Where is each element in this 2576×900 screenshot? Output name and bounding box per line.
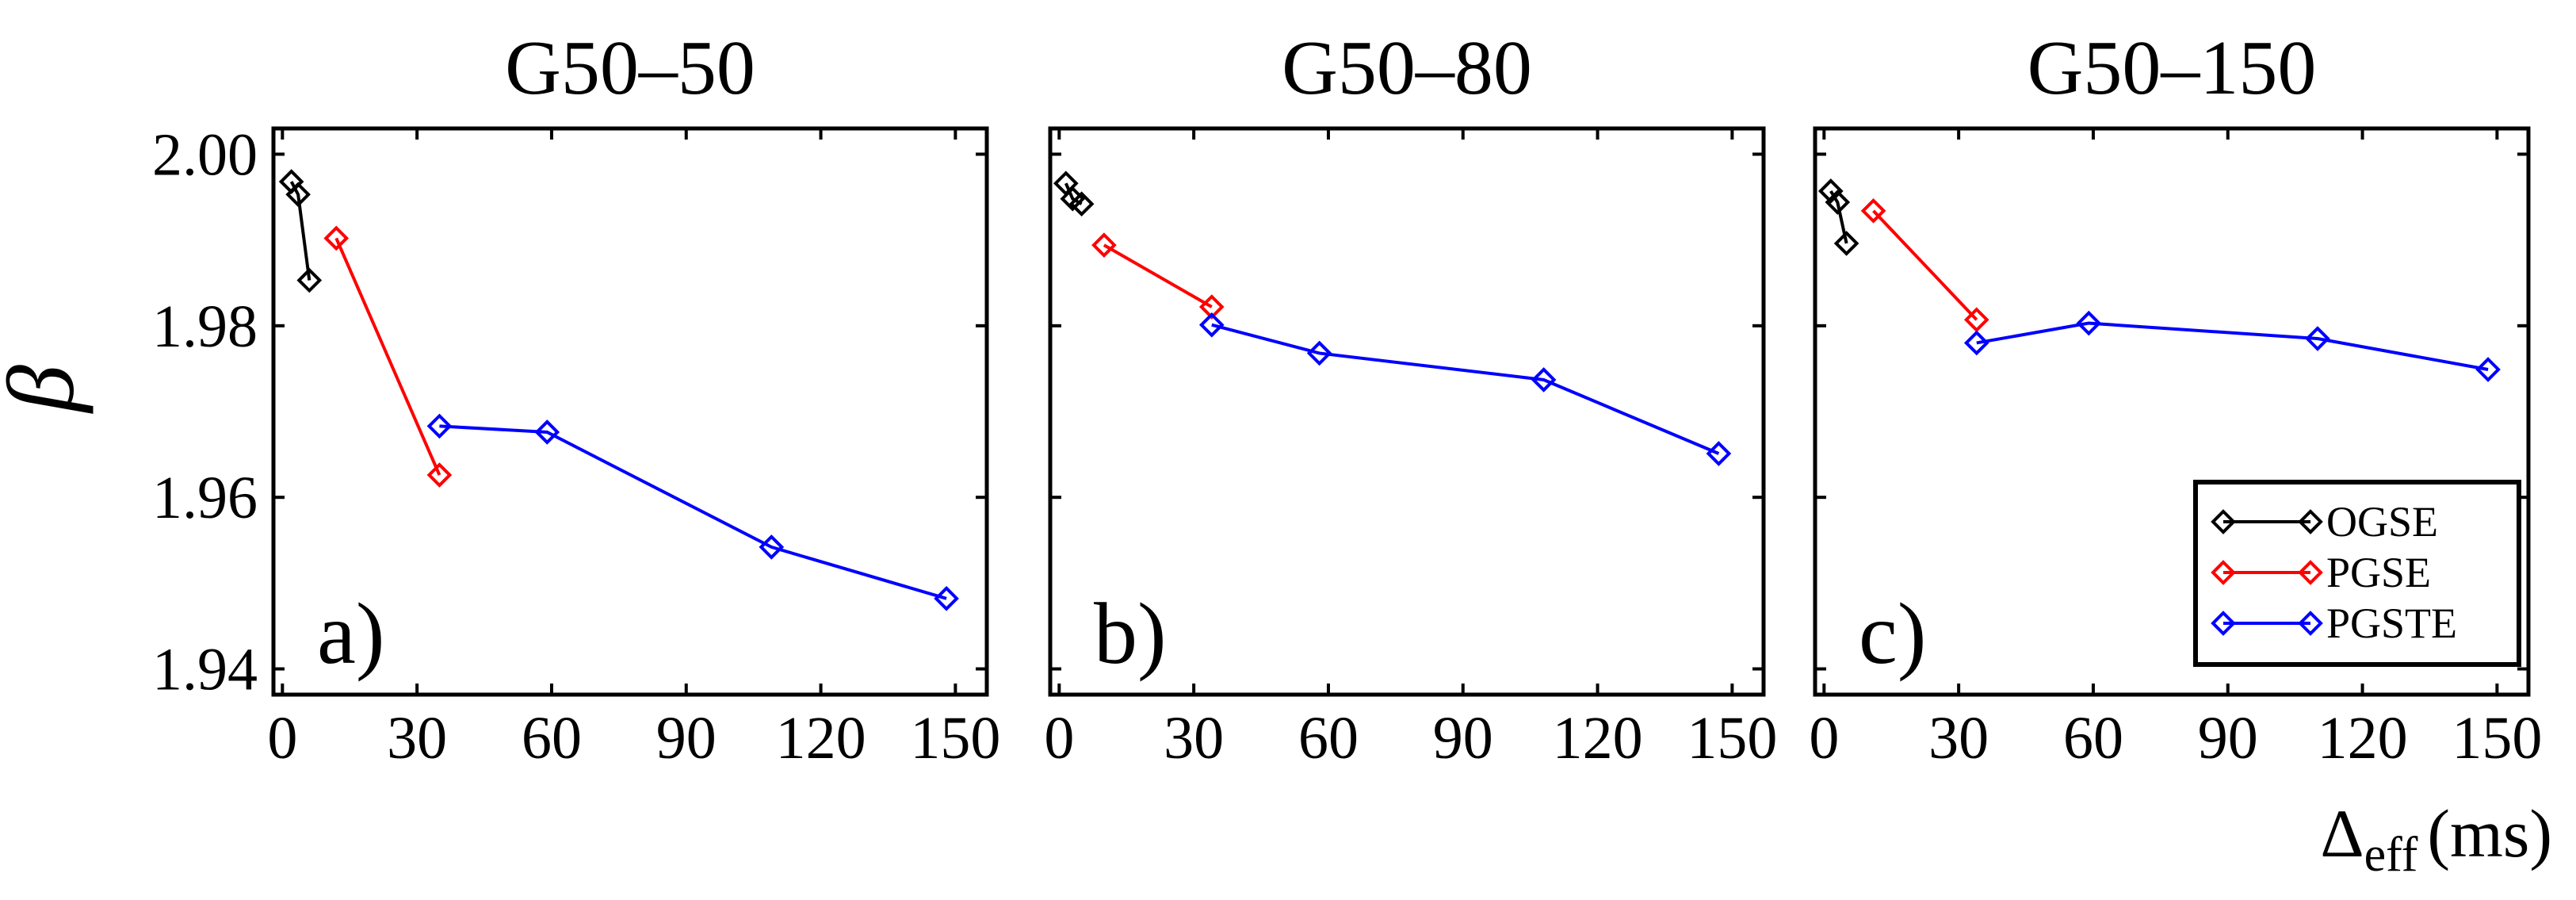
panel-title: G50–50 bbox=[505, 25, 755, 111]
data-point-ogse bbox=[1825, 190, 1851, 215]
x-tick-label: 0 bbox=[267, 705, 297, 772]
series-pgste bbox=[426, 413, 959, 611]
x-tick-label: 150 bbox=[910, 705, 1000, 772]
panels-group: G50–500 30 60 90 120 1501.941.961.982.00a)G50… bbox=[152, 25, 2542, 772]
x-tick-label: 30 bbox=[1928, 705, 1989, 772]
data-point-pgste bbox=[534, 419, 560, 445]
x-axis-label-subscript: eff bbox=[2364, 828, 2418, 882]
x-tick-label: 60 bbox=[1298, 705, 1359, 772]
x-tick-label: 90 bbox=[656, 705, 717, 772]
x-tick-label: 30 bbox=[387, 705, 447, 772]
x-tick-label: 0 bbox=[1809, 705, 1839, 772]
data-point-ogse bbox=[1817, 178, 1844, 204]
x-tick-label: 120 bbox=[1553, 705, 1643, 772]
x-axis-label-unit: (ms) bbox=[2427, 795, 2552, 871]
x-tick-label: 60 bbox=[2063, 705, 2123, 772]
data-point-pgse bbox=[1091, 232, 1117, 258]
y-axis-label: β bbox=[0, 365, 94, 414]
x-axis-label-symbol: Δ bbox=[2320, 795, 2364, 871]
data-point-pgste bbox=[2305, 326, 2330, 351]
y-tick-label: 1.98 bbox=[152, 293, 258, 360]
series-line-pgse bbox=[1103, 243, 1213, 308]
data-point-pgse bbox=[1963, 307, 1989, 333]
legend-marker bbox=[2298, 509, 2323, 534]
plot-frame bbox=[1048, 126, 1766, 697]
x-axis-label: Δeff (ms) bbox=[2320, 795, 2552, 882]
data-point-pgse bbox=[323, 225, 350, 251]
x-tick-label: 120 bbox=[776, 705, 866, 772]
series-ogse bbox=[278, 169, 323, 293]
chart-panel-2: G50–80 0 30 60 90 120 150 b) bbox=[1044, 25, 1777, 772]
data-point-ogse bbox=[1833, 231, 1859, 256]
data-point-ogse bbox=[285, 182, 311, 208]
legend-marker bbox=[2211, 611, 2236, 636]
data-point-pgste bbox=[1306, 340, 1332, 366]
data-point-pgste bbox=[2475, 357, 2501, 382]
x-tick-label: 30 bbox=[1164, 705, 1224, 772]
x-tick-label: 120 bbox=[2318, 705, 2408, 772]
y-tick-label: 1.96 bbox=[152, 465, 258, 531]
x-tick-label: 60 bbox=[522, 705, 582, 772]
panel-title: G50–150 bbox=[2028, 25, 2317, 111]
data-point-pgste bbox=[1706, 441, 1732, 466]
data-point-pgste bbox=[1963, 330, 1989, 356]
plot-frame bbox=[1813, 126, 2531, 697]
x-tick-label: 150 bbox=[1687, 705, 1777, 772]
panel-letter-label: c) bbox=[1859, 585, 1926, 682]
data-point-ogse bbox=[1068, 191, 1095, 217]
data-point-pgste bbox=[1531, 367, 1557, 393]
x-tick-label: 0 bbox=[1044, 705, 1074, 772]
data-point-pgste bbox=[934, 586, 959, 611]
chart-panel-1: G50–50 0 30 60 90 120 150 1.94 1.96 1.98 2.00 a) bbox=[152, 25, 1000, 772]
x-tick-label: 90 bbox=[2198, 705, 2258, 772]
legend-marker bbox=[2211, 560, 2236, 585]
series-line-pgste bbox=[1211, 323, 1720, 455]
y-tick-label: 2.00 bbox=[152, 121, 258, 188]
panel-title: G50–80 bbox=[1282, 25, 1532, 111]
series-pgste bbox=[1198, 312, 1732, 466]
plot-frame bbox=[271, 126, 989, 697]
data-point-pgse bbox=[1198, 294, 1225, 320]
data-point-pgste bbox=[1198, 312, 1225, 338]
legend-marker bbox=[2298, 611, 2323, 636]
series-line-pgste bbox=[439, 424, 947, 600]
series-line-pgse bbox=[1872, 209, 1978, 321]
series-pgste bbox=[1963, 310, 2501, 382]
series-ogse bbox=[1053, 170, 1095, 217]
data-point-pgse bbox=[426, 462, 453, 488]
panel-letter-label: b) bbox=[1094, 585, 1167, 682]
series-line-pgste bbox=[1976, 321, 2489, 371]
series-line-pgse bbox=[334, 237, 441, 476]
data-point-pgste bbox=[759, 534, 785, 560]
legend-marker bbox=[2211, 509, 2236, 534]
series-line-ogse bbox=[289, 181, 311, 281]
data-point-pgste bbox=[2076, 310, 2102, 336]
series-pgse bbox=[323, 225, 453, 488]
x-tick-label: 150 bbox=[2452, 705, 2542, 772]
legend-label: PGSE bbox=[2326, 549, 2431, 596]
y-tick-label: 1.94 bbox=[152, 637, 258, 703]
legend-label: OGSE bbox=[2326, 498, 2438, 546]
data-point-ogse bbox=[296, 267, 323, 293]
series-pgse bbox=[1860, 198, 1989, 333]
legend-marker bbox=[2298, 560, 2323, 585]
series-ogse bbox=[1817, 178, 1859, 256]
series-pgse bbox=[1091, 232, 1225, 320]
panel-letter-label: a) bbox=[317, 585, 384, 682]
data-point-pgste bbox=[426, 413, 453, 439]
x-tick-label: 90 bbox=[1433, 705, 1493, 772]
data-point-pgse bbox=[1860, 198, 1886, 224]
legend-label: PGSTE bbox=[2326, 599, 2457, 647]
